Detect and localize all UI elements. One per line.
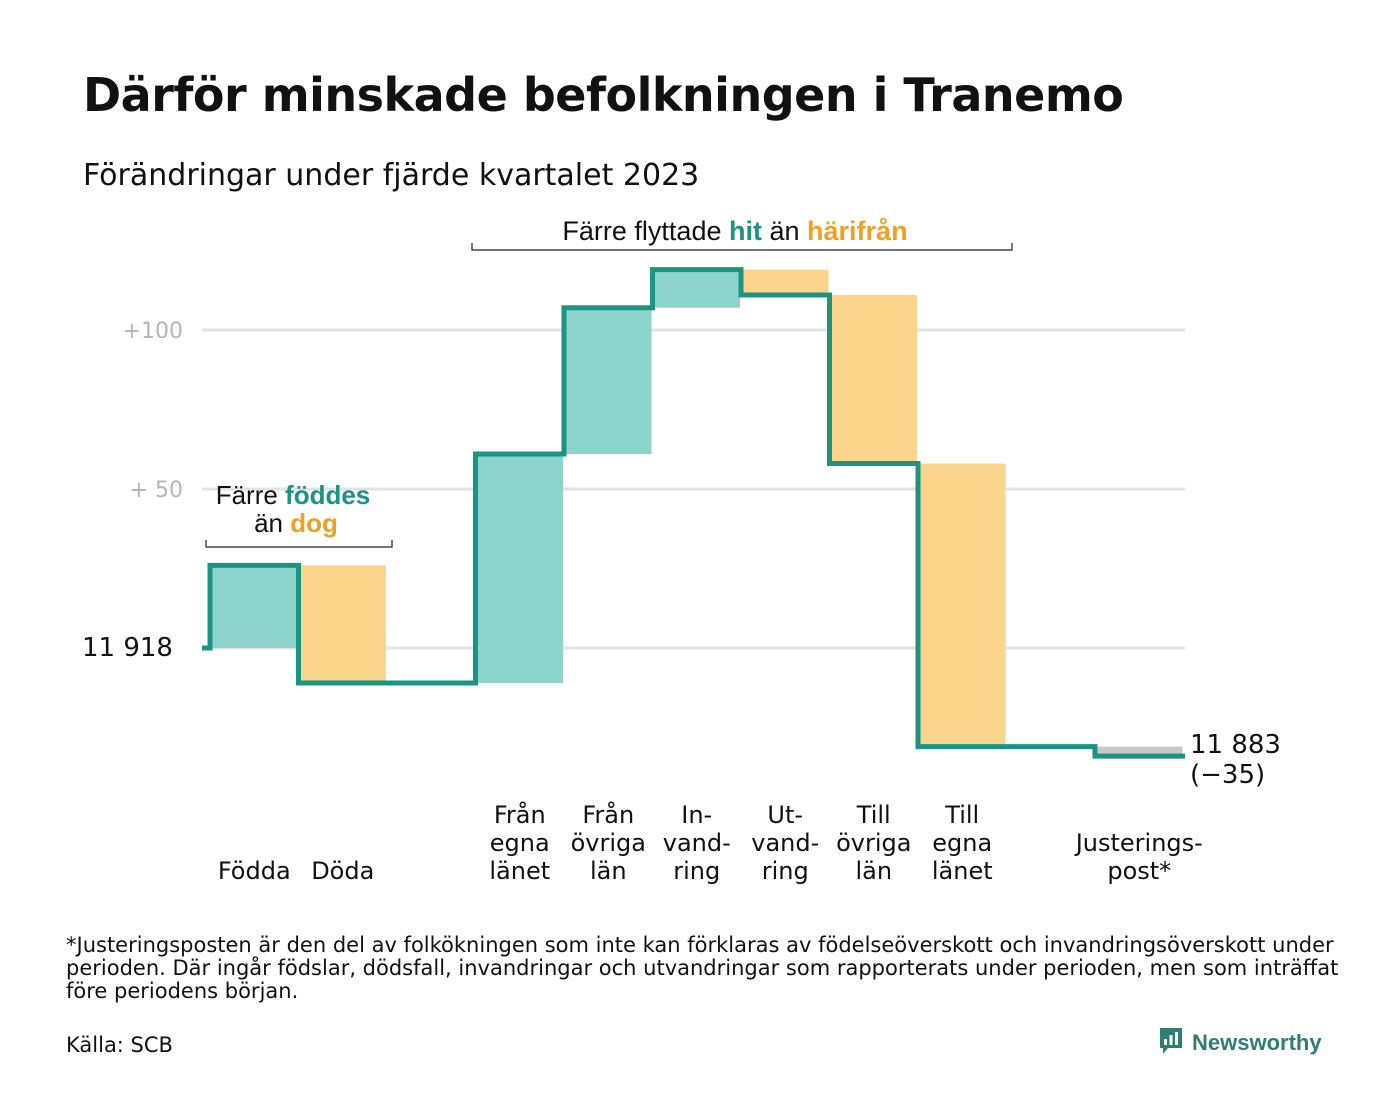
category-label: ring: [673, 857, 720, 885]
source-note: Källa: SCB: [66, 1033, 173, 1057]
annotation-text: Färre flyttade hit än härifrån: [562, 216, 907, 246]
annotation-bracket: [471, 243, 1013, 251]
category-label: Ut-: [767, 801, 803, 829]
category-label: egna: [932, 829, 992, 857]
annotation-span: än: [762, 216, 807, 246]
category-label: Födda: [218, 857, 291, 885]
annotation-text: Färre föddes: [216, 480, 371, 510]
category-label: län: [590, 857, 627, 885]
label-layer: Födda DödaFrånegnalänetFrånövrigalänIn-va…: [82, 633, 1281, 885]
end-change-label: (−35): [1190, 760, 1265, 790]
y-tick-label: +100: [123, 319, 183, 344]
annotation-bracket: [205, 540, 393, 548]
bar-layer: [210, 269, 1183, 757]
category-label: ring: [762, 857, 809, 885]
y-tick-label: + 50: [130, 478, 183, 503]
annotation-span: föddes: [285, 480, 370, 510]
category-label: län: [855, 857, 892, 885]
category-label: In-: [681, 801, 712, 829]
bar: [1095, 746, 1183, 757]
category-label: länet: [932, 857, 993, 885]
annotation-span: hit: [729, 216, 762, 246]
category-label: Till: [944, 801, 979, 829]
brand-logo[interactable]: Newsworthy: [1158, 1026, 1322, 1060]
category-label: Till: [856, 801, 891, 829]
bar: [564, 307, 652, 455]
annotation-text: än dog: [254, 508, 338, 538]
annotation-span: Färre flyttade: [562, 216, 729, 246]
annotation-span: än: [254, 508, 290, 538]
category-label: vand-: [751, 829, 819, 857]
bar: [298, 565, 386, 683]
annotation-span: dog: [290, 508, 338, 538]
newsworthy-logo-icon: [1158, 1026, 1184, 1060]
brand-name: Newsworthy: [1192, 1030, 1322, 1055]
chart-title: Därför minskade befolkningen i Tranemo: [83, 68, 1124, 122]
start-value-label: 11 918: [82, 633, 173, 663]
footnote: *Justeringsposten är den del av folkökni…: [66, 933, 1339, 1004]
category-label: länet: [489, 857, 550, 885]
annotation-span: härifrån: [807, 216, 908, 246]
category-label: övriga: [836, 829, 911, 857]
bar: [918, 463, 1006, 747]
waterfall-chart: + 50+100 Födda DödaFrånegnalänetFrånövrig…: [82, 216, 1281, 885]
step-line: [202, 267, 1185, 759]
category-label: post*: [1107, 857, 1171, 885]
category-label: vand-: [663, 829, 731, 857]
annotation-span: Färre: [216, 480, 285, 510]
bar: [829, 295, 917, 464]
bar: [475, 454, 563, 683]
bar: [210, 565, 298, 648]
category-label: övriga: [571, 829, 646, 857]
category-label: Döda: [311, 857, 374, 885]
category-label: Justerings-: [1074, 829, 1203, 857]
bar: [652, 269, 740, 308]
category-label: Från: [582, 800, 634, 829]
bar: [741, 269, 829, 296]
chart-subtitle: Förändringar under fjärde kvartalet 2023: [83, 158, 700, 193]
end-value-label: 11 883: [1190, 730, 1281, 760]
category-label: egna: [490, 829, 550, 857]
category-label: Från: [494, 800, 546, 829]
